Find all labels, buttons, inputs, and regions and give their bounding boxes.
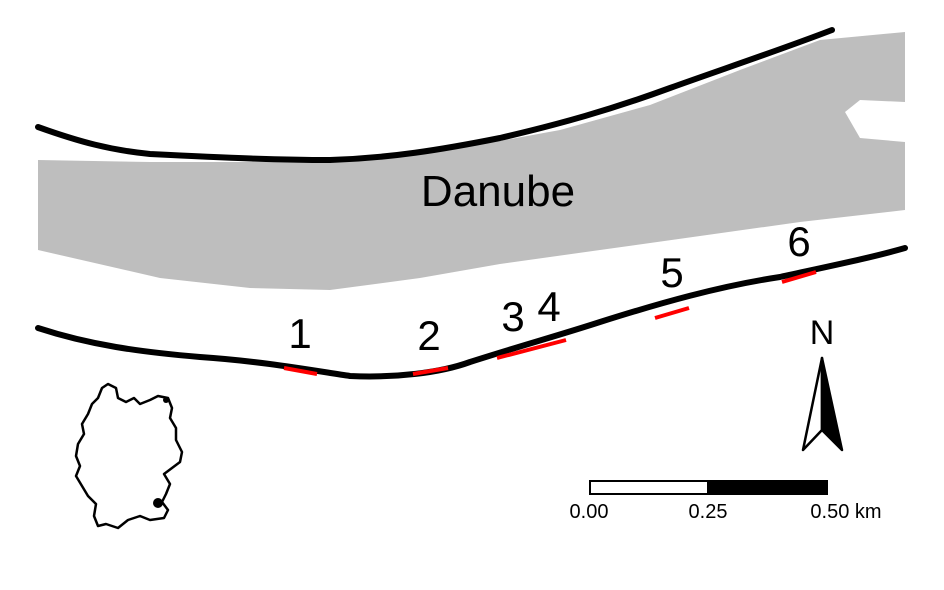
scale-tick-0: 0.00 [570,501,609,523]
north-bank-line [35,27,835,164]
site-segment-2 [412,366,449,376]
site-labels: 1 2 3 4 5 6 [288,218,810,359]
river-water [38,32,905,290]
site-label-2: 2 [417,312,440,359]
site-label-6: 6 [787,218,810,265]
river-label: Danube [421,167,575,216]
site-label-3: 3 [501,293,524,340]
north-arrow-label: N [810,314,835,352]
north-arrow-icon [801,356,824,452]
site-label-5: 5 [660,249,683,296]
germany-inset [74,382,184,530]
scale-tick-1: 0.25 [689,501,728,523]
site-segment-3-4 [496,338,567,360]
site-segment-6 [781,270,817,284]
scale-tick-2: 0.50 km [810,501,881,523]
scale-bar-black-segment [707,480,828,495]
site-label-1: 1 [288,310,311,357]
site-label-4: 4 [537,283,560,330]
site-segment-1 [283,366,318,376]
germany-inset-island [163,397,169,403]
germany-outline-icon [74,382,184,530]
site-segment-5 [654,306,690,320]
south-bank-line [35,245,908,380]
scale-bar: 0.00 0.25 0.50 km [570,480,882,523]
germany-inset-site-marker [153,498,163,508]
site-segments [283,270,817,376]
scale-bar-white-segment [589,480,709,495]
north-arrow-dark-half [820,356,844,452]
north-arrow: N [801,314,844,452]
